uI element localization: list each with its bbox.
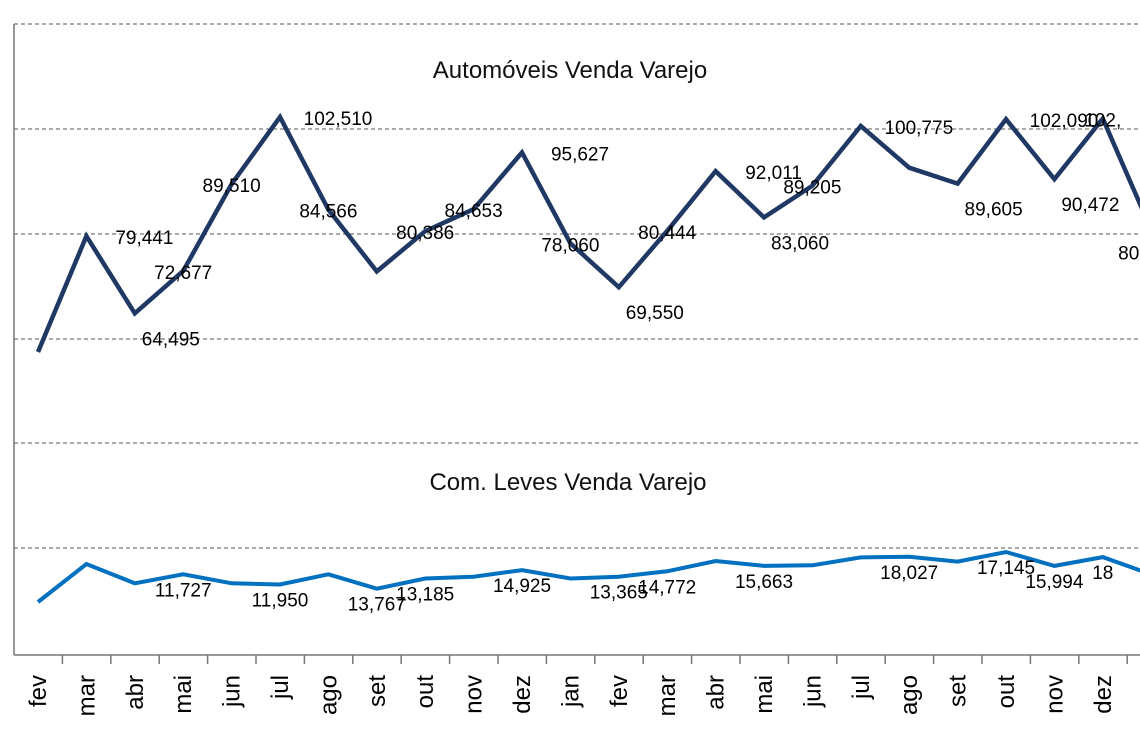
data-label: 92,011 (745, 163, 802, 184)
x-tick-label: ago (315, 675, 342, 715)
x-tick-label: out (412, 675, 439, 709)
series-line-com-leves (36, 549, 1140, 604)
x-tick-label: jul (848, 675, 875, 700)
data-label: 69,550 (626, 303, 684, 324)
x-tick-label: nov (1041, 675, 1068, 714)
data-label: 102,090 (1030, 111, 1099, 132)
data-label: 13,365 (590, 583, 648, 604)
series-line-automoveis (35, 112, 1140, 353)
chart-title-automoveis: Automóveis Venda Varejo (433, 57, 707, 84)
x-tick-label: mai (170, 675, 197, 714)
x-tick-label: abr (122, 675, 149, 710)
data-label: 78,060 (541, 235, 599, 256)
x-tick-label: jan (557, 675, 584, 708)
x-tick-label: mar (654, 675, 681, 716)
series-lines (35, 112, 1140, 604)
data-label: 14,772 (638, 577, 696, 598)
chart-title-com-leves: Com. Leves Venda Varejo (429, 469, 706, 496)
data-label: 89,605 (965, 200, 1023, 221)
data-label: 80,444 (638, 223, 697, 244)
data-label: 18,027 (880, 563, 938, 584)
data-label: 102, (1084, 111, 1121, 132)
x-axis-ticks: fev mar abr mai jun jul ago set out nov dez jan fev m… (25, 655, 1128, 716)
x-tick-label: jul (267, 675, 294, 700)
x-tick-label: nov (461, 675, 488, 714)
data-label: 18 (1092, 563, 1113, 584)
data-label: 95,627 (551, 145, 609, 166)
data-label: 83,060 (771, 233, 829, 254)
data-label: 102,510 (304, 109, 373, 130)
x-tick-label: dez (1090, 675, 1117, 714)
data-label: 13,767 (348, 595, 406, 616)
x-tick-label: mar (73, 675, 100, 716)
x-tick-label: fev (25, 675, 52, 707)
data-label: 11,950 (252, 591, 309, 612)
data-label: 90,472 (1061, 195, 1119, 216)
data-label: 89,510 (203, 176, 261, 197)
data-label: 15,994 (1025, 572, 1084, 593)
data-label: 80,386 (396, 223, 454, 244)
data-label: 80,689 (1118, 244, 1140, 265)
data-label: 14,925 (493, 576, 551, 597)
x-tick-label: fev (606, 675, 633, 707)
data-label: 79,441 (115, 228, 173, 249)
x-tick-label: mai (751, 675, 778, 714)
data-label: 72,677 (154, 263, 212, 284)
x-tick-label: set (364, 675, 391, 707)
data-label: 84,653 (445, 201, 503, 222)
x-tick-label: abr (703, 675, 730, 710)
x-tick-label: dez (509, 675, 536, 714)
x-tick-label: jun (219, 675, 246, 708)
data-label: 64,495 (142, 329, 200, 350)
x-tick-label: out (993, 675, 1020, 709)
data-label: 17,145 (977, 558, 1035, 579)
grid-lines (14, 23, 1140, 549)
data-label: 89,205 (783, 178, 841, 199)
x-tick-label: ago (896, 675, 923, 715)
data-label: 11,727 (155, 580, 212, 601)
data-label: 13,185 (396, 585, 454, 606)
x-tick-label: jun (799, 675, 826, 708)
data-label: 15,663 (735, 572, 793, 593)
data-label: 100,775 (884, 118, 953, 139)
x-tick-label: set (945, 675, 972, 707)
data-labels: 79,441 64,495 72,677 89,510 102,510 84,566 80,… (115, 109, 1140, 616)
data-label: 84,566 (299, 202, 357, 223)
